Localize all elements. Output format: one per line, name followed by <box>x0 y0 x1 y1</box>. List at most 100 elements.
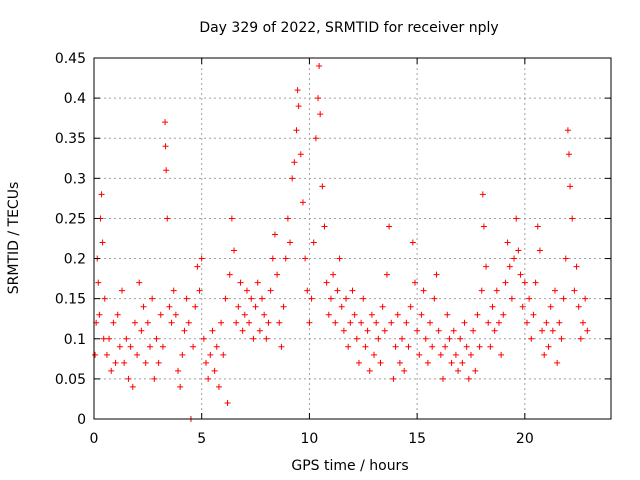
data-point <box>547 303 554 310</box>
data-point <box>274 271 281 278</box>
data-point <box>450 327 457 334</box>
data-point <box>306 319 313 326</box>
plot-frame <box>93 57 612 420</box>
data-point <box>565 151 572 158</box>
data-point <box>465 375 472 382</box>
data-point <box>267 287 274 294</box>
data-point <box>394 311 401 318</box>
data-point <box>147 343 154 350</box>
data-point <box>280 303 287 310</box>
data-point <box>218 319 225 326</box>
data-point <box>325 311 332 318</box>
data-point <box>429 343 436 350</box>
data-point <box>164 215 171 222</box>
data-point <box>316 63 323 70</box>
data-point <box>213 343 220 350</box>
data-point <box>418 311 425 318</box>
data-point <box>142 359 149 366</box>
data-point <box>203 359 210 366</box>
data-point <box>502 279 509 286</box>
data-point <box>250 335 257 342</box>
data-point <box>297 151 304 158</box>
data-point <box>252 303 259 310</box>
axes: 0 0.05 0.1 0.15 0.2 0.25 0.3 0.35 0.4 0.45 0 5 10 15 2… <box>55 51 611 447</box>
data-point <box>416 351 423 358</box>
data-point <box>383 271 390 278</box>
data-point <box>112 359 119 366</box>
data-point <box>500 311 507 318</box>
y-tick-label: 0.05 <box>55 372 86 388</box>
data-point <box>532 279 539 286</box>
data-point <box>96 311 103 318</box>
data-point <box>541 351 548 358</box>
data-point <box>241 311 248 318</box>
data-point <box>343 295 350 302</box>
data-point <box>287 239 294 246</box>
data-point <box>304 287 311 294</box>
data-point <box>556 319 563 326</box>
data-point <box>455 367 462 374</box>
y-tick-label: 0.1 <box>64 332 86 348</box>
data-point <box>575 303 582 310</box>
data-point <box>360 295 367 302</box>
y-tick-label: 0.4 <box>64 91 86 107</box>
data-point <box>263 335 270 342</box>
data-point <box>530 311 537 318</box>
data-point <box>483 263 490 270</box>
data-point <box>362 343 369 350</box>
data-point <box>106 335 113 342</box>
data-point <box>364 327 371 334</box>
data-point <box>569 215 576 222</box>
x-tick-label: 20 <box>516 431 534 447</box>
data-point <box>220 351 227 358</box>
data-point <box>226 271 233 278</box>
data-point <box>319 183 326 190</box>
data-point <box>291 159 298 166</box>
data-point <box>519 303 526 310</box>
data-point <box>491 327 498 334</box>
data-point <box>233 319 240 326</box>
data-point <box>284 215 291 222</box>
data-point <box>330 271 337 278</box>
data-point <box>246 319 253 326</box>
data-point <box>92 351 99 358</box>
data-point <box>414 327 421 334</box>
data-point <box>487 343 494 350</box>
data-point <box>338 303 345 310</box>
data-point <box>347 319 354 326</box>
data-point <box>209 327 216 334</box>
data-point <box>293 127 300 134</box>
data-point <box>431 295 438 302</box>
data-point <box>573 263 580 270</box>
data-point <box>373 319 380 326</box>
data-point <box>567 183 574 190</box>
data-point <box>269 255 276 262</box>
data-point <box>265 319 272 326</box>
data-point <box>136 279 143 286</box>
data-point <box>157 311 164 318</box>
data-point <box>517 271 524 278</box>
data-point <box>353 335 360 342</box>
data-point <box>321 223 328 230</box>
data-point <box>368 311 375 318</box>
data-point <box>261 311 268 318</box>
data-point <box>508 295 515 302</box>
data-point <box>289 175 296 182</box>
data-point <box>534 223 541 230</box>
data-point <box>448 359 455 366</box>
data-point <box>179 351 186 358</box>
data-point <box>571 287 578 294</box>
data-point <box>155 359 162 366</box>
data-point <box>125 375 132 382</box>
data-point <box>243 287 250 294</box>
data-point <box>108 367 115 374</box>
data-point <box>177 383 184 390</box>
data-point <box>317 111 324 118</box>
data-point <box>134 351 141 358</box>
data-point <box>463 343 470 350</box>
data-point <box>239 327 246 334</box>
data-point <box>110 319 117 326</box>
data-point <box>390 375 397 382</box>
data-point <box>515 247 522 254</box>
data-point <box>427 319 434 326</box>
